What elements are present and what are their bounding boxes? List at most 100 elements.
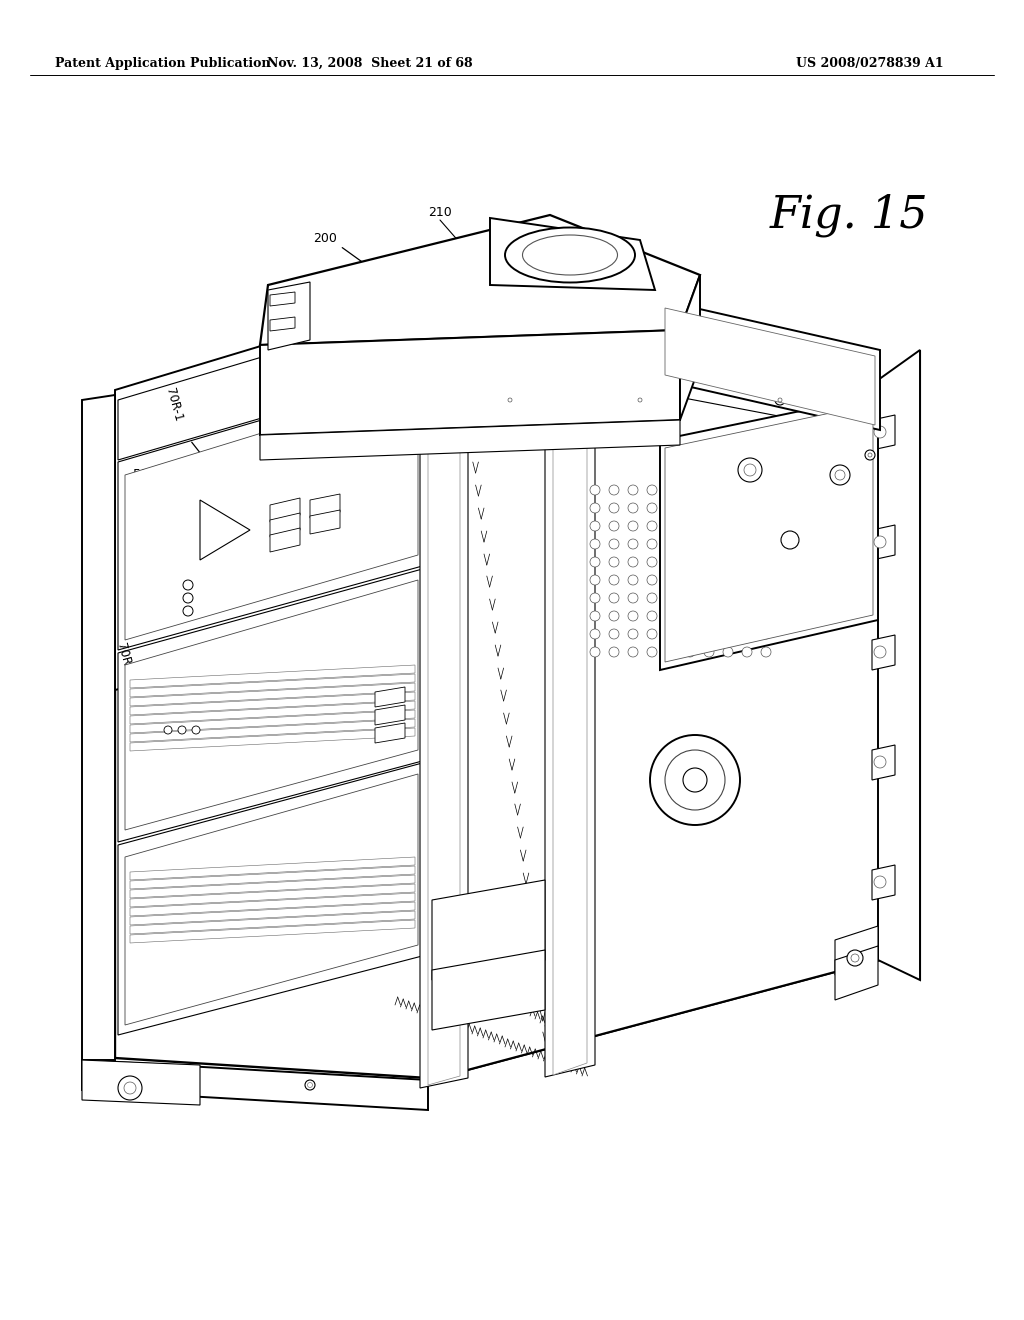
Circle shape	[761, 611, 771, 620]
Polygon shape	[200, 500, 250, 560]
Text: 202: 202	[253, 486, 276, 499]
Polygon shape	[130, 692, 415, 715]
Polygon shape	[270, 317, 295, 331]
Text: 210: 210	[428, 206, 452, 219]
Circle shape	[628, 557, 638, 568]
Circle shape	[628, 611, 638, 620]
Circle shape	[705, 630, 714, 639]
Polygon shape	[130, 894, 415, 916]
Polygon shape	[118, 762, 426, 1035]
Text: Patent Application Publication: Patent Application Publication	[55, 57, 270, 70]
Circle shape	[590, 593, 600, 603]
Polygon shape	[553, 421, 587, 1074]
Circle shape	[609, 539, 618, 549]
Polygon shape	[130, 875, 415, 898]
Circle shape	[666, 593, 676, 603]
Circle shape	[635, 395, 645, 405]
Circle shape	[183, 593, 193, 603]
Polygon shape	[432, 880, 545, 979]
Circle shape	[685, 503, 695, 513]
Polygon shape	[872, 744, 895, 780]
Polygon shape	[130, 902, 415, 925]
Circle shape	[590, 557, 600, 568]
Circle shape	[761, 647, 771, 657]
Circle shape	[742, 611, 752, 620]
Polygon shape	[118, 308, 426, 459]
Circle shape	[609, 484, 618, 495]
Circle shape	[590, 503, 600, 513]
Circle shape	[628, 630, 638, 639]
Circle shape	[830, 465, 850, 484]
Polygon shape	[270, 498, 300, 521]
Text: 70R-2: 70R-2	[161, 553, 182, 590]
Circle shape	[124, 1082, 136, 1094]
Circle shape	[742, 521, 752, 531]
Circle shape	[742, 630, 752, 639]
Polygon shape	[430, 294, 880, 1080]
Circle shape	[609, 647, 618, 657]
Circle shape	[761, 557, 771, 568]
Polygon shape	[660, 300, 880, 430]
Polygon shape	[545, 418, 595, 1077]
Circle shape	[650, 735, 740, 825]
Circle shape	[666, 611, 676, 620]
Polygon shape	[130, 665, 415, 688]
Text: 290: 290	[655, 425, 679, 438]
Circle shape	[628, 593, 638, 603]
Polygon shape	[130, 729, 415, 751]
Circle shape	[178, 726, 186, 734]
Circle shape	[874, 536, 886, 548]
Circle shape	[609, 503, 618, 513]
Circle shape	[609, 576, 618, 585]
Polygon shape	[130, 920, 415, 942]
Circle shape	[851, 954, 859, 962]
Circle shape	[778, 399, 782, 403]
Polygon shape	[130, 682, 415, 706]
Polygon shape	[310, 494, 340, 517]
Circle shape	[628, 503, 638, 513]
Circle shape	[742, 539, 752, 549]
Circle shape	[590, 539, 600, 549]
Circle shape	[647, 593, 657, 603]
Polygon shape	[872, 865, 895, 900]
Circle shape	[666, 557, 676, 568]
Circle shape	[628, 484, 638, 495]
Circle shape	[628, 576, 638, 585]
Text: 200: 200	[313, 231, 337, 244]
Circle shape	[590, 630, 600, 639]
Circle shape	[685, 611, 695, 620]
Circle shape	[118, 1076, 142, 1100]
Circle shape	[164, 726, 172, 734]
Polygon shape	[260, 420, 680, 459]
Circle shape	[590, 484, 600, 495]
Polygon shape	[130, 710, 415, 733]
Text: Nov. 13, 2008  Sheet 21 of 68: Nov. 13, 2008 Sheet 21 of 68	[267, 57, 473, 70]
Circle shape	[742, 503, 752, 513]
Circle shape	[666, 484, 676, 495]
Circle shape	[705, 539, 714, 549]
Circle shape	[609, 611, 618, 620]
Circle shape	[609, 521, 618, 531]
Circle shape	[647, 576, 657, 585]
Circle shape	[723, 503, 733, 513]
Circle shape	[590, 521, 600, 531]
Circle shape	[307, 1082, 312, 1088]
Polygon shape	[375, 686, 406, 708]
Text: 212: 212	[570, 296, 594, 309]
Circle shape	[666, 630, 676, 639]
Circle shape	[738, 458, 762, 482]
Polygon shape	[878, 350, 920, 979]
Polygon shape	[428, 436, 460, 1085]
Text: US 2008/0278839 A1: US 2008/0278839 A1	[797, 57, 944, 70]
Polygon shape	[82, 1060, 200, 1105]
Circle shape	[666, 521, 676, 531]
Circle shape	[685, 576, 695, 585]
Circle shape	[874, 756, 886, 768]
Circle shape	[609, 630, 618, 639]
Polygon shape	[118, 568, 426, 842]
Circle shape	[685, 539, 695, 549]
Circle shape	[685, 593, 695, 603]
Polygon shape	[665, 404, 873, 663]
Circle shape	[183, 606, 193, 616]
Circle shape	[835, 470, 845, 480]
